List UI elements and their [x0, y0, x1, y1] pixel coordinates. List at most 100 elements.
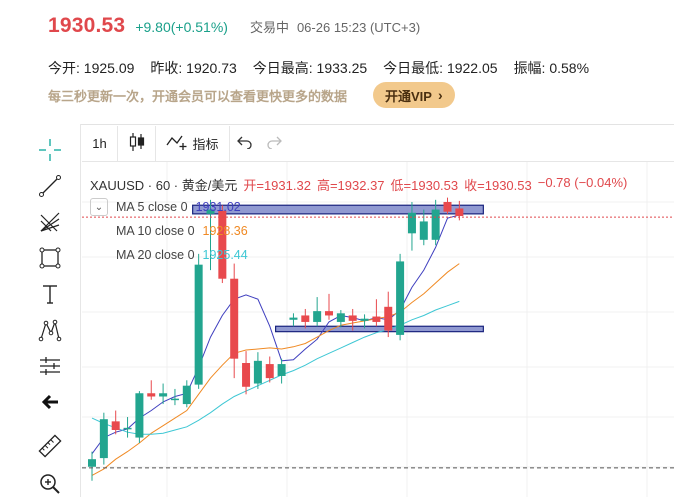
candle [206, 199, 215, 271]
candle-body [277, 364, 286, 376]
candle [313, 297, 322, 327]
ma20-line [91, 300, 460, 435]
back-arrow-icon[interactable] [36, 388, 64, 416]
candle-body [123, 427, 132, 430]
candle [99, 412, 108, 465]
ohlc-low: 低=1930.53 [390, 178, 459, 193]
candlesticks [88, 197, 464, 481]
candle [135, 391, 144, 443]
candle [147, 380, 156, 400]
candle-body [407, 212, 416, 234]
candle [431, 199, 440, 246]
redo-button[interactable] [260, 126, 288, 162]
candle-body [360, 318, 369, 321]
chart-type-button[interactable] [118, 125, 156, 162]
day-low: 今日最低: 1922.05 [383, 60, 498, 76]
promo-text: 每三秒更新一次，开通会员可以查看更快更多的数据 [48, 88, 348, 104]
drawing-toolbar [24, 124, 81, 497]
candle [277, 358, 286, 384]
candle [242, 351, 251, 395]
chart-toolbar: 1h 指标 [82, 125, 674, 162]
interval-label: 1h [92, 136, 107, 151]
fib-fan-icon[interactable] [36, 208, 64, 236]
symbol-info: XAUUSD · 60 · 黄金/美元 开=1931.32 高=1932.37 … [90, 175, 633, 194]
crosshair-icon[interactable] [36, 136, 64, 164]
ma10-line [91, 263, 460, 476]
zoom-in-icon[interactable] [36, 470, 64, 497]
candle-body [348, 315, 357, 321]
pattern-icon[interactable] [36, 316, 64, 344]
open-vip-button[interactable]: 开通VIP › [373, 82, 455, 108]
ma-legend-row: MA 20 close 0 1925.44 [90, 243, 248, 267]
candle [419, 209, 428, 246]
candle-body [336, 313, 345, 322]
ma-legend-row: MA 10 close 0 1928.36 [90, 219, 248, 243]
undo-button[interactable] [230, 126, 260, 162]
indicators-icon [166, 133, 188, 154]
price-change: +9.80(+0.51%) [135, 19, 228, 35]
price-chart[interactable] [82, 162, 674, 497]
candle-body [170, 398, 179, 401]
candle-body [230, 278, 239, 359]
candle [123, 417, 132, 438]
ma-label: MA 10 close 0 [116, 224, 195, 238]
measure-icon[interactable] [36, 352, 64, 380]
candle-body [431, 209, 440, 240]
candle [111, 410, 120, 435]
ohlc-high: 高=1932.37 [316, 178, 385, 193]
symbol-name: XAUUSD · 60 · 黄金/美元 [90, 178, 238, 193]
candle-body [253, 360, 262, 384]
candle-body [396, 261, 405, 335]
ruler-icon[interactable] [36, 432, 64, 460]
candlestick-icon [128, 132, 146, 155]
candle-body [325, 311, 333, 316]
rectangle-icon[interactable] [36, 244, 64, 272]
candle [159, 383, 168, 405]
chevron-right-icon: › [437, 87, 443, 103]
price-zone [192, 204, 484, 215]
candle [218, 205, 227, 284]
candle-body [99, 419, 108, 459]
candle [265, 356, 274, 383]
candle [182, 380, 191, 408]
current-price: 1930.53 [48, 14, 126, 37]
ma-label: MA 5 close 0 [116, 200, 188, 214]
interval-selector[interactable]: 1h [82, 125, 118, 162]
daily-stats: 今开: 1925.09 昨收: 1920.73 今日最高: 1933.25 今日… [48, 58, 605, 78]
redo-icon [266, 135, 282, 152]
indicators-button[interactable]: 指标 [156, 125, 230, 162]
chart-grid [82, 162, 674, 497]
candle-body [135, 393, 144, 438]
amplitude: 振幅: 0.58% [513, 60, 590, 76]
candle [396, 253, 405, 341]
candle [88, 451, 96, 481]
candle-body [455, 208, 464, 217]
candle [372, 299, 381, 327]
text-icon[interactable] [36, 280, 64, 308]
chevron-down-icon[interactable]: ⌄ [90, 198, 108, 216]
undo-icon [237, 135, 253, 152]
candle-body [242, 363, 251, 387]
candle-body [218, 210, 227, 279]
candle [301, 308, 310, 329]
candle [194, 253, 203, 389]
candle [230, 263, 239, 379]
ma-value: 1931.02 [195, 200, 241, 214]
ma-value: 1925.44 [202, 248, 248, 262]
candle-body [313, 311, 322, 322]
candle-body [301, 315, 310, 322]
candle [253, 352, 262, 389]
candle-body [372, 316, 381, 322]
day-high: 今日最高: 1933.25 [252, 60, 368, 76]
candle [170, 388, 179, 406]
candle-body [194, 264, 203, 385]
ma-legend: ⌄ MA 5 close 0 1931.02 MA 10 close 0 192… [90, 195, 248, 267]
open-price: 今开: 1925.09 [48, 60, 135, 76]
candle-body [88, 459, 96, 467]
candle-body [182, 385, 191, 405]
candle-body [289, 317, 298, 320]
candle-body [111, 421, 120, 430]
trend-line-icon[interactable] [36, 172, 64, 200]
candle [289, 313, 298, 327]
ohlc-close: 收=1930.53 [464, 178, 532, 193]
